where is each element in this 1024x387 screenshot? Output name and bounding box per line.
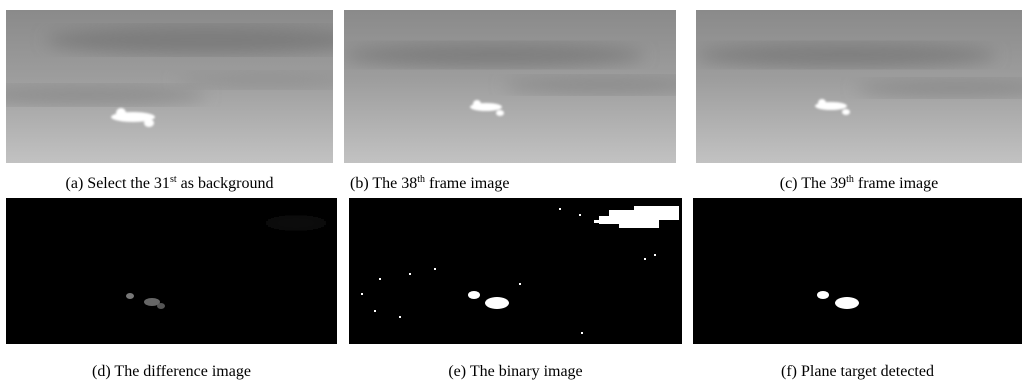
infrared-frame [344, 10, 676, 163]
caption: (d) The difference image [6, 363, 337, 381]
caption: (e) The binary image [349, 363, 682, 381]
caption-text: as background [177, 175, 274, 192]
binary-image [349, 198, 682, 344]
caption-text: frame image [854, 175, 938, 192]
caption-text: (e) The binary image [448, 363, 582, 380]
detected-target [693, 198, 1022, 344]
caption-sup: st [170, 174, 177, 185]
difference-image [6, 198, 337, 344]
caption-text: (a) Select the 31 [66, 175, 170, 192]
caption-text: (f) Plane target detected [781, 363, 934, 380]
caption: (a) Select the 31st as background [6, 175, 333, 193]
caption-text: (b) The 38 [350, 175, 417, 192]
caption: (b) The 38th frame image [344, 175, 682, 193]
caption-text: (d) The difference image [92, 363, 251, 380]
infrared-frame [6, 10, 333, 163]
figure: (a) Select the 31st as background (b) Th… [0, 0, 1024, 387]
caption-sup: th [417, 174, 425, 185]
caption: (f) Plane target detected [693, 363, 1022, 381]
caption-text: frame image [425, 175, 509, 192]
caption-sup: th [846, 174, 854, 185]
caption: (c) The 39th frame image [696, 175, 1022, 193]
infrared-frame [696, 10, 1022, 163]
caption-text: (c) The 39 [780, 175, 846, 192]
